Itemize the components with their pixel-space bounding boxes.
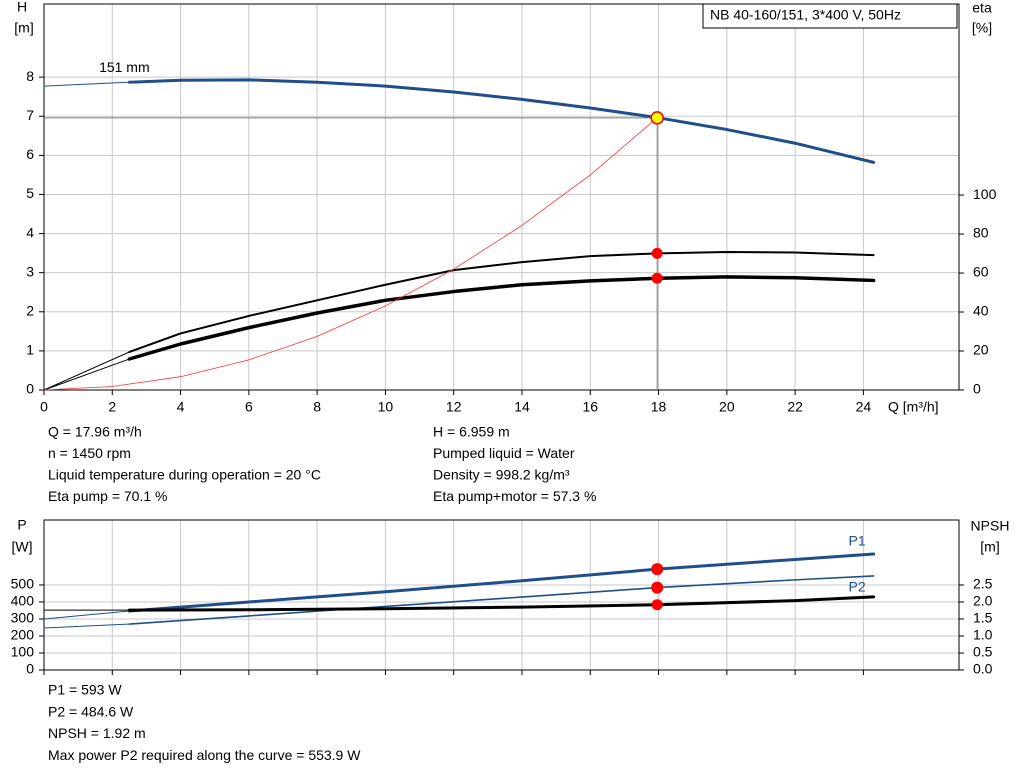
y-tick-label: 2: [26, 302, 34, 318]
y-axis-unit: [W]: [12, 539, 33, 555]
plot-frame: [43, 3, 960, 391]
curve: [127, 552, 876, 613]
y-tick-label: 8: [26, 68, 34, 84]
y2-tick-label: 1.5: [973, 610, 993, 626]
curve-label: P2: [849, 579, 866, 595]
y-tick-label: 500: [11, 576, 35, 592]
y-tick-label: 3: [26, 263, 34, 279]
y-tick-label: 400: [11, 593, 35, 609]
curve: [127, 275, 876, 361]
x-tick-label: 24: [856, 399, 872, 415]
y2-tick-label: 60: [973, 264, 989, 280]
info-text: Density = 998.2 kg/m³: [433, 467, 570, 483]
y2-axis-label: eta: [972, 0, 992, 16]
curve-extension: [43, 351, 130, 391]
curve: [43, 117, 658, 391]
curve-extension: [43, 81, 130, 87]
y2-tick-label: 40: [973, 303, 989, 319]
x-tick-label: 12: [446, 399, 462, 415]
y2-axis-unit: [m]: [980, 539, 999, 555]
y2-tick-label: 2.0: [973, 593, 993, 609]
x-tick-label: 8: [313, 399, 321, 415]
curve: [128, 575, 875, 625]
duty-point: [651, 581, 664, 594]
info-text: Eta pump = 70.1 %: [48, 488, 167, 504]
duty-point: [651, 272, 663, 284]
duty-point: [651, 563, 664, 576]
y-tick-label: 300: [11, 610, 35, 626]
info-text: Eta pump+motor = 57.3 %: [433, 488, 596, 504]
y2-tick-label: 100: [973, 186, 997, 202]
info-text: P1 = 593 W: [48, 682, 122, 698]
y-tick-label: 100: [11, 644, 35, 660]
y-tick-label: 0: [26, 381, 34, 397]
info-text: Max power P2 required along the curve = …: [48, 747, 361, 763]
x-axis-label: Q [m³/h]: [888, 399, 939, 415]
x-tick-label: 2: [108, 399, 116, 415]
info-text: H = 6.959 m: [433, 424, 510, 440]
y2-tick-label: 0: [973, 381, 981, 397]
duty-point: [650, 111, 664, 125]
curve-label: 151 mm: [99, 59, 150, 75]
y2-tick-label: 0.0: [973, 661, 993, 677]
y2-axis-label: NPSH: [971, 518, 1010, 534]
title-box: [702, 3, 958, 29]
y2-axis-unit: [%]: [972, 20, 992, 36]
plot-frame: [43, 519, 960, 671]
info-text: Q = 17.96 m³/h: [48, 424, 142, 440]
y2-tick-label: 80: [973, 225, 989, 241]
info-text: n = 1450 rpm: [48, 445, 131, 461]
y-tick-label: 0: [26, 661, 34, 677]
curve: [127, 595, 876, 612]
y-tick-label: 1: [26, 342, 34, 358]
x-tick-label: 0: [40, 399, 48, 415]
y-axis-label: H: [17, 0, 27, 15]
y2-tick-label: 20: [973, 342, 989, 358]
chart-title: NB 40-160/151, 3*400 V, 50Hz: [710, 7, 901, 23]
x-tick-label: 22: [787, 399, 803, 415]
x-tick-label: 18: [651, 399, 667, 415]
x-tick-label: 10: [378, 399, 394, 415]
x-tick-label: 20: [719, 399, 735, 415]
y-tick-label: 5: [26, 185, 34, 201]
x-tick-label: 4: [177, 399, 185, 415]
y2-tick-label: 2.5: [973, 576, 993, 592]
y-tick-label: 6: [26, 146, 34, 162]
x-tick-label: 16: [582, 399, 598, 415]
info-text: Pumped liquid = Water: [433, 445, 575, 461]
y-tick-label: 200: [11, 627, 35, 643]
curve-extension: [43, 623, 130, 629]
y-axis-unit: [m]: [14, 20, 33, 36]
curve: [128, 250, 875, 353]
y2-tick-label: 1.0: [973, 627, 993, 643]
y-tick-label: 7: [26, 107, 34, 123]
x-tick-label: 6: [245, 399, 253, 415]
info-text: P2 = 484.6 W: [48, 703, 134, 719]
x-tick-label: 14: [514, 399, 530, 415]
curve-extension: [43, 610, 130, 620]
info-text: Liquid temperature during operation = 20…: [48, 467, 321, 483]
curve-label: P1: [849, 533, 866, 549]
duty-point: [651, 247, 663, 259]
y-axis-label: P: [17, 517, 26, 533]
info-text: NPSH = 1.92 m: [48, 725, 146, 741]
y-tick-label: 4: [26, 224, 34, 240]
y2-tick-label: 0.5: [973, 644, 993, 660]
duty-point: [651, 599, 663, 611]
curve-extension: [43, 358, 130, 391]
curve: [127, 78, 876, 164]
